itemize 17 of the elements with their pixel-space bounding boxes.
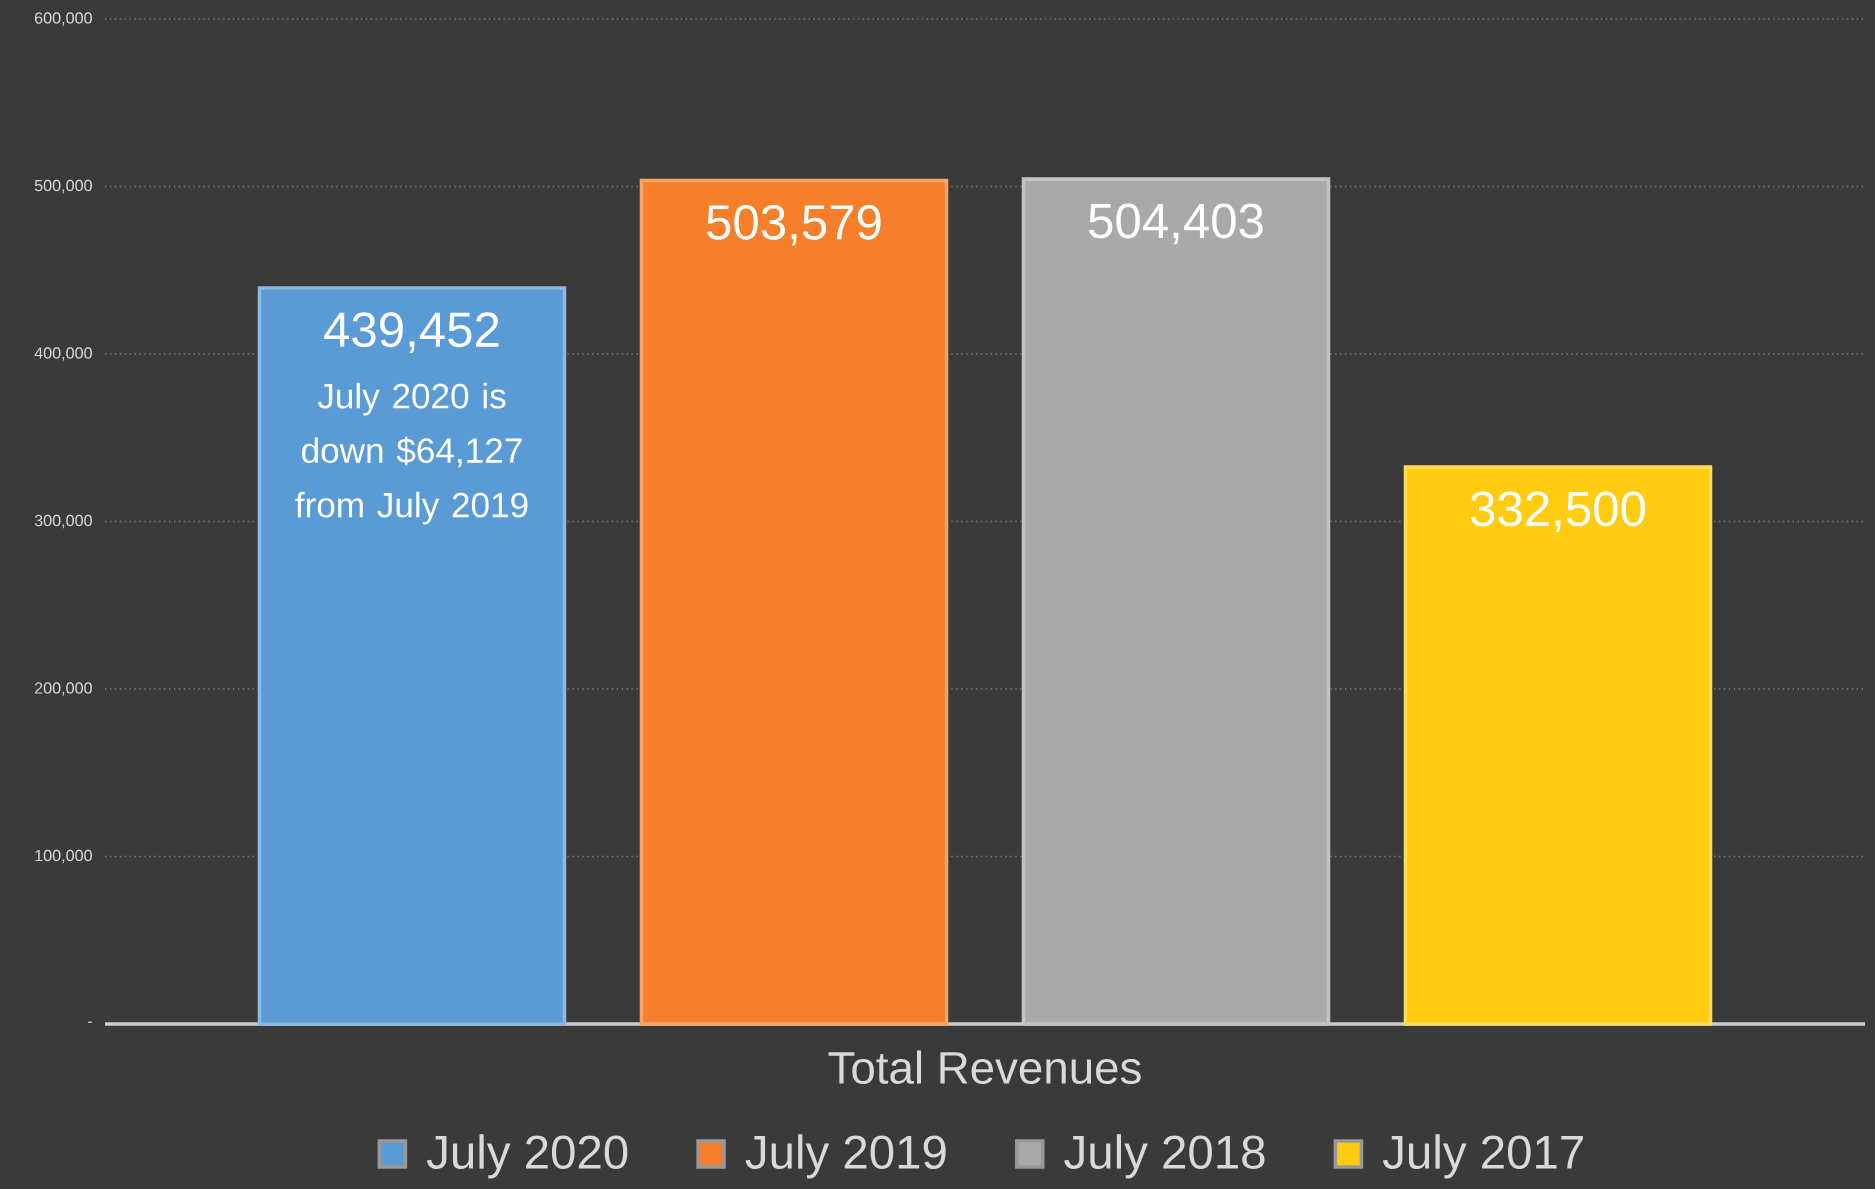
y-tick-label: - [87,1021,92,1023]
legend-label: July 2018 [1064,1134,1265,1179]
y-tick-label: 200,000 [34,682,92,696]
annotation: July 2020 is down $64,127 from July 2019 [295,382,528,525]
legend-label: July 2019 [745,1134,946,1179]
data-label: 332,500 [1470,491,1645,533]
y-tick-label: 600,000 [34,12,92,26]
y-tick-label: 100,000 [35,849,92,864]
legend-label: July 2017 [1382,1134,1583,1179]
data-label: 439,452 [324,312,499,353]
data-label: 504,403 [1089,203,1263,245]
y-tick-label: 300,000 [34,514,92,529]
legend-label: July 2020 [426,1134,628,1179]
x-tick-label: Total Revenues [828,1050,1141,1085]
data-label: 503,579 [707,204,881,246]
y-tick-label: 400,000 [34,347,92,361]
y-tick-label: 500,000 [34,179,92,194]
